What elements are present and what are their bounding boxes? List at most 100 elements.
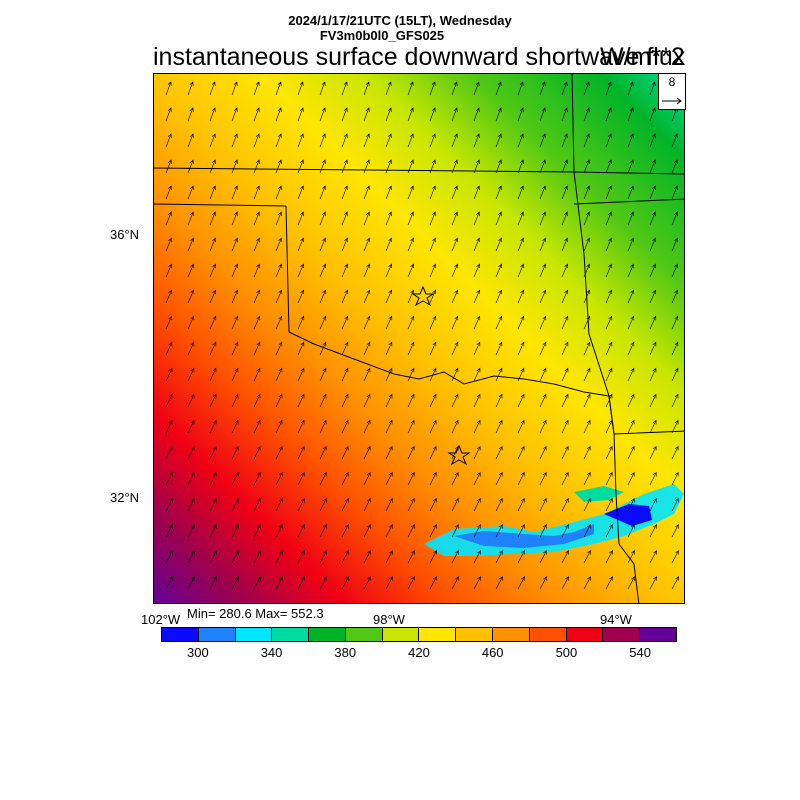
wind-arrow <box>385 185 392 200</box>
wind-arrow <box>583 81 590 96</box>
colorbar-tick-label: 420 <box>408 645 430 660</box>
wind-arrow <box>561 185 568 200</box>
wind-arrow <box>297 576 305 590</box>
wind-arrow <box>429 367 437 382</box>
wind-arrow <box>297 263 304 278</box>
wind-arrow <box>187 393 195 408</box>
wind-arrow <box>385 341 393 356</box>
wind-arrow <box>517 419 525 434</box>
wind-arrow <box>539 159 546 174</box>
colorbar-swatch <box>603 628 641 641</box>
wind-arrow <box>671 367 679 382</box>
wind-arrow <box>319 185 326 200</box>
wind-arrow <box>209 367 217 382</box>
wind-arrow <box>539 341 547 356</box>
wind-arrow <box>297 185 304 200</box>
wind-arrow <box>627 523 635 538</box>
wind-arrow <box>319 367 327 382</box>
wind-arrow <box>583 107 590 122</box>
wind-arrow <box>605 341 613 356</box>
wind-arrow <box>627 393 635 408</box>
wind-arrow <box>561 315 569 330</box>
wind-arrow <box>253 550 261 564</box>
wind-arrow <box>649 159 656 174</box>
wind-arrow <box>407 419 415 434</box>
wind-arrow <box>671 315 679 330</box>
wind-arrow <box>297 237 304 252</box>
wind-arrow <box>209 445 217 460</box>
wind-arrow <box>627 237 634 252</box>
wind-arrow <box>451 393 459 408</box>
wind-arrow <box>671 445 679 460</box>
wind-arrow <box>165 315 173 330</box>
wind-arrow <box>363 445 371 460</box>
wind-arrow <box>561 211 568 226</box>
wind-arrow <box>231 550 239 564</box>
wind-arrow <box>649 315 657 330</box>
wind-arrow <box>473 289 481 304</box>
wind-arrow <box>517 133 524 148</box>
wind-arrow <box>583 471 591 486</box>
wind-arrow <box>363 81 370 96</box>
wind-arrow <box>627 263 634 278</box>
wind-arrow <box>473 315 481 330</box>
wind-arrow <box>385 211 392 226</box>
shortwave-flux-field <box>154 74 684 603</box>
wind-arrow <box>385 576 393 590</box>
wind-arrow <box>297 107 304 122</box>
wind-arrow <box>253 471 261 486</box>
wind-arrow <box>341 133 348 148</box>
wind-arrow <box>165 237 172 252</box>
wind-arrow <box>583 211 590 226</box>
wind-arrow <box>165 497 173 512</box>
wind-arrow <box>627 159 634 174</box>
wind-arrow <box>407 497 415 512</box>
wind-arrow <box>605 289 613 304</box>
wind-arrow <box>187 107 194 122</box>
wind-arrow <box>561 263 568 278</box>
wind-arrow <box>583 445 591 460</box>
wind-arrow <box>429 81 436 96</box>
wind-arrow <box>275 315 283 330</box>
wind-arrow <box>385 393 393 408</box>
wind-arrow <box>165 211 172 226</box>
wind-arrow <box>671 523 679 538</box>
wind-arrow <box>583 497 591 512</box>
colorbar-tick-label: 380 <box>334 645 357 660</box>
wind-arrow <box>231 341 239 356</box>
wind-arrow <box>209 497 217 512</box>
wind-arrow <box>363 576 371 590</box>
wind-arrow <box>671 289 679 304</box>
colorbar-swatch <box>529 628 567 641</box>
wind-arrow <box>187 185 194 200</box>
wind-arrow <box>473 497 481 512</box>
wind-arrow <box>275 445 283 460</box>
wind-arrow <box>363 133 370 148</box>
wind-arrow <box>165 289 173 304</box>
wind-arrow <box>209 107 216 122</box>
wind-arrow <box>473 471 481 486</box>
wind-arrow <box>341 445 349 460</box>
wind-arrow <box>495 341 503 356</box>
wind-arrow <box>187 133 194 148</box>
wind-arrow <box>319 263 326 278</box>
colorbar-swatch <box>272 628 310 641</box>
wind-arrow <box>253 263 260 278</box>
wind-arrow <box>341 393 349 408</box>
wind-arrow <box>429 576 437 590</box>
wind-arrow <box>495 550 503 564</box>
wind-arrow <box>385 107 392 122</box>
wind-arrow <box>231 211 238 226</box>
wind-arrow <box>605 367 613 382</box>
wind-arrow <box>429 315 437 330</box>
wind-arrow <box>385 263 392 278</box>
wind-arrow <box>231 523 239 538</box>
wind-arrow <box>363 237 370 252</box>
wind-arrow <box>363 497 371 512</box>
station-markers <box>411 285 471 466</box>
colorbar-swatch <box>382 628 420 641</box>
wind-arrow <box>583 419 591 434</box>
wind-arrow <box>627 367 635 382</box>
colorbar-swatch <box>198 628 236 641</box>
wind-arrow <box>451 367 459 382</box>
